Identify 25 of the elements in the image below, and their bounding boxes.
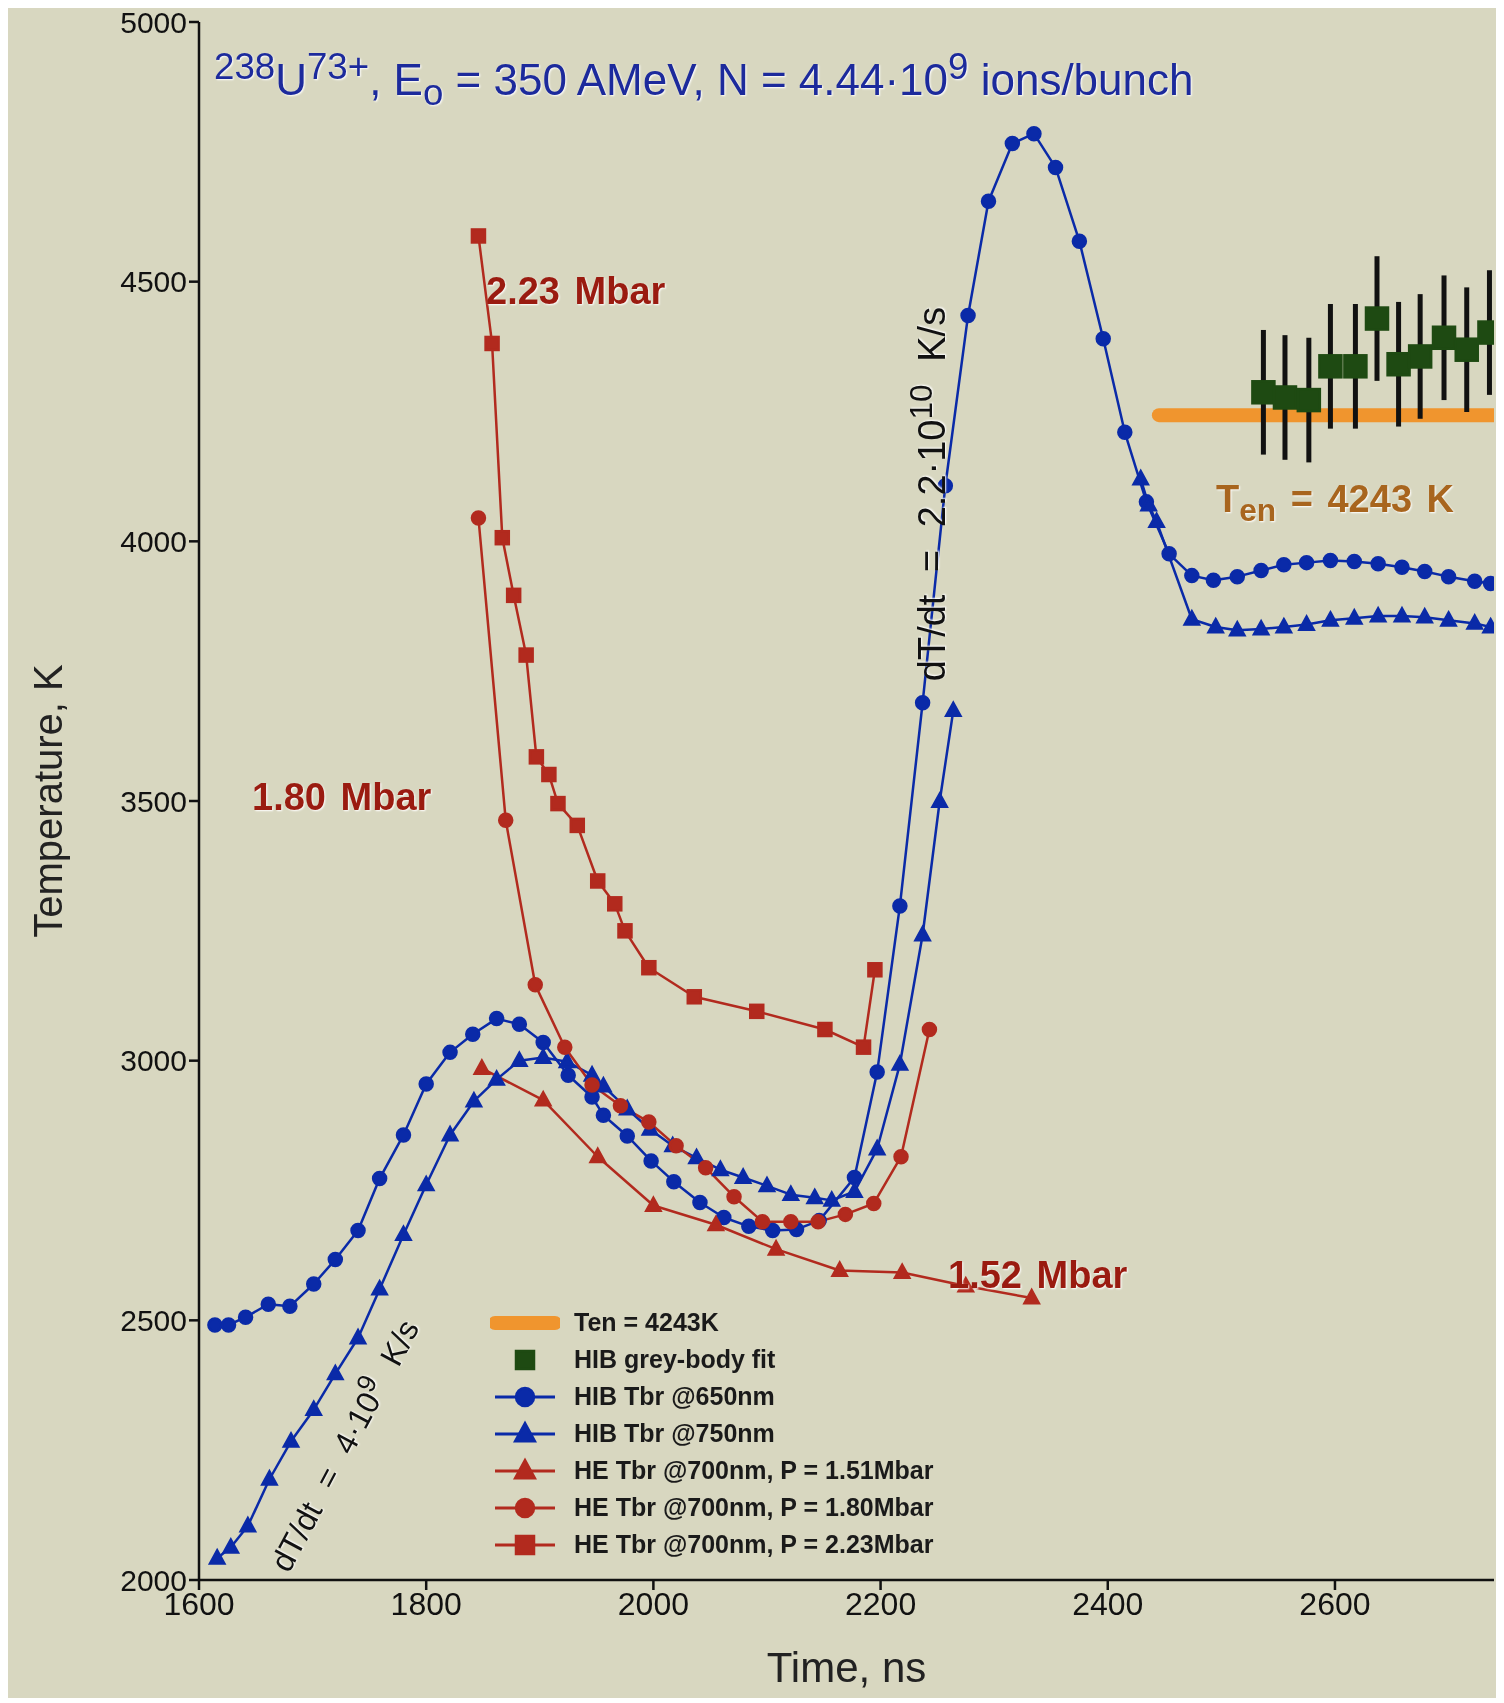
x-axis-title: Time, ns	[766, 1644, 927, 1691]
annotation: 1.80 Mbar	[252, 776, 432, 818]
legend-label: Ten = 4243K	[574, 1308, 719, 1337]
legend-label: HE Tbr @700nm, P = 1.80Mbar	[574, 1493, 934, 1522]
text: $^{238}$U$^{73+}$, E$_{o}$ = 350 AMeV, N = 4.44·10$^{9}$ ions/bunch	[214, 46, 1194, 113]
y-tick-label: 5000	[120, 5, 187, 39]
y-tick-label: 4000	[120, 524, 187, 558]
y-tick-label: 2500	[120, 1303, 187, 1337]
x-tick-label: 2000	[617, 1585, 689, 1622]
legend-label: HIB Tbr @650nm	[574, 1382, 775, 1411]
y-axis-title: Temperature, K	[26, 663, 71, 938]
annotation: 1.52 Mbar	[948, 1254, 1128, 1296]
legend-label: HIB Tbr @750nm	[574, 1419, 775, 1448]
x-tick-label: 2400	[1072, 1585, 1144, 1622]
legend-label: HE Tbr @700nm, P = 1.51Mbar	[574, 1456, 934, 1485]
x-tick-label: 2200	[844, 1585, 917, 1622]
x-tick-label: 2600	[1299, 1585, 1371, 1622]
y-tick-label: 3500	[120, 784, 187, 818]
x-tick-label: 1800	[390, 1585, 462, 1622]
legend-label: HE Tbr @700nm, P = 2.23Mbar	[574, 1530, 934, 1559]
annotation: 2.23 Mbar	[486, 270, 666, 312]
legend-label: HIB grey-body fit	[574, 1345, 776, 1374]
y-tick-label: 3000	[120, 1044, 187, 1078]
annotation: T$_{en}$ = 4243 K	[1216, 478, 1455, 528]
y-tick-label: 4500	[120, 265, 187, 299]
